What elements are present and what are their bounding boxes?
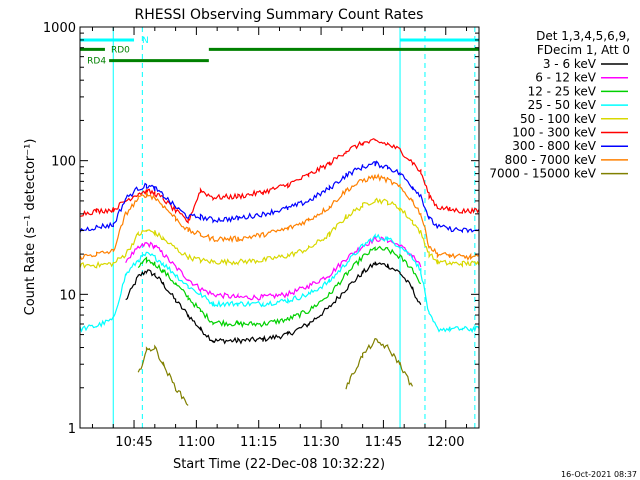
y-tick-label: 100: [51, 155, 76, 170]
plot-frame: [79, 26, 480, 429]
series-line: [137, 344, 189, 406]
series-line: [79, 173, 480, 261]
legend-header-line: FDecim 1, Att 0: [537, 43, 630, 57]
flag-label: N: [142, 36, 149, 46]
series-line: [79, 233, 480, 334]
x-tick-label: 10:45: [115, 435, 152, 450]
x-axis-label: Start Time (22-Dec-08 10:32:22): [173, 457, 385, 472]
y-tick-label: 10: [59, 288, 76, 303]
legend-entry-label: 7000 - 15000 keV: [489, 167, 596, 181]
x-tick-label: 11:15: [240, 435, 277, 450]
flag-label: RD4: [87, 57, 106, 67]
timestamp-label: 16-Oct-2021 08:37: [561, 470, 637, 479]
x-tick-label: 12:00: [427, 435, 464, 450]
x-tick-label: 11:45: [365, 435, 402, 450]
legend-entry-label: 800 - 7000 keV: [505, 153, 597, 167]
flag-label: RD0: [111, 45, 130, 55]
x-tick-label: 11:00: [178, 435, 215, 450]
legend-entry-label: 6 - 12 keV: [535, 71, 597, 85]
series-line: [125, 261, 422, 345]
legend-header-line: Det 1,3,4,5,6,9,: [536, 29, 630, 43]
legend-entry-label: 100 - 300 keV: [512, 126, 596, 140]
legend-entry-label: 3 - 6 keV: [543, 57, 597, 71]
legend-entry-label: 12 - 25 keV: [528, 84, 597, 98]
x-tick-label: 11:30: [302, 435, 339, 450]
series-line: [79, 138, 480, 224]
series-line: [79, 197, 480, 269]
series-line: [79, 160, 480, 234]
legend-entry-label: 25 - 50 keV: [528, 98, 597, 112]
y-axis-label: Count Rate (s⁻¹ detector⁻¹): [23, 139, 38, 316]
chart-title: RHESSI Observing Summary Count Rates: [135, 7, 424, 23]
legend-entry-label: 50 - 100 keV: [520, 112, 597, 126]
y-tick-label: 1000: [43, 21, 76, 36]
y-tick-label: 1: [68, 422, 76, 437]
legend-entry-label: 300 - 800 keV: [512, 139, 596, 153]
series-line: [137, 245, 422, 329]
series-line: [345, 337, 414, 390]
plot-area: N RD0 RD4 1 10 100 1000 10:45 11:00 11:15 11:30 11:…: [43, 21, 628, 450]
